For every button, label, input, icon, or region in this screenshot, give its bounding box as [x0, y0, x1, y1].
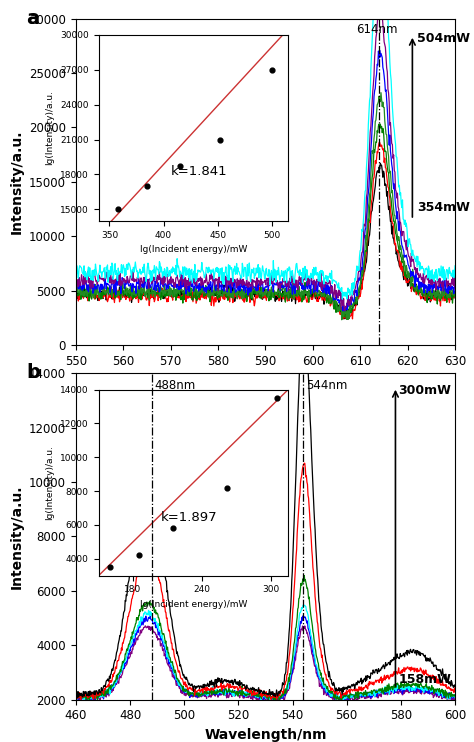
Text: b: b [27, 364, 40, 382]
Y-axis label: Intensity/a.u.: Intensity/a.u. [9, 130, 24, 234]
Text: 504mW: 504mW [417, 32, 470, 45]
Text: 544nm: 544nm [306, 378, 347, 392]
Text: a: a [27, 9, 40, 27]
X-axis label: Wavelength/nm: Wavelength/nm [204, 373, 327, 387]
Text: 488nm: 488nm [155, 378, 196, 392]
Y-axis label: Intensity/a.u.: Intensity/a.u. [9, 485, 23, 588]
X-axis label: Wavelength/nm: Wavelength/nm [204, 728, 327, 742]
Text: 158mW: 158mW [398, 673, 451, 686]
Text: 354mW: 354mW [417, 201, 470, 214]
Text: 614nm: 614nm [356, 23, 398, 36]
Text: 300mW: 300mW [398, 384, 451, 397]
